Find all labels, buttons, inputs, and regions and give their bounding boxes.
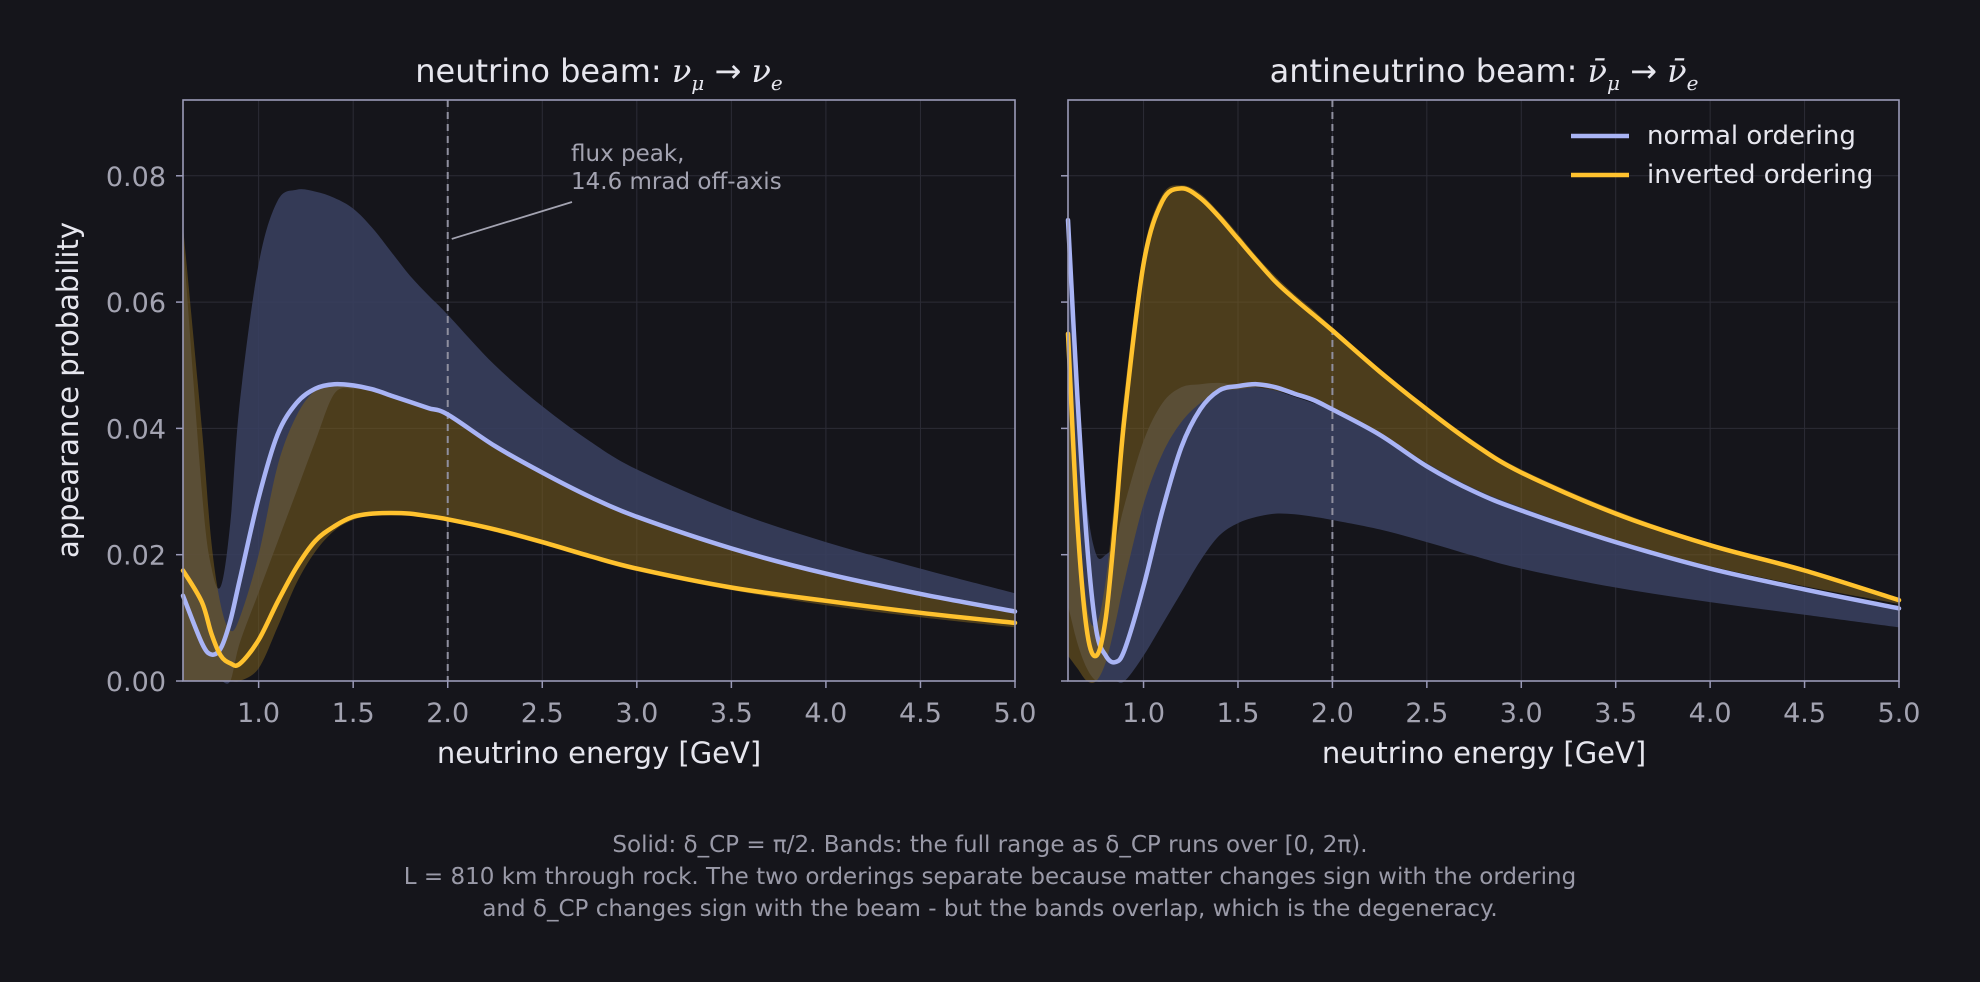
x-tick-label: 1.0	[237, 698, 280, 729]
y-tick-label: 0.00	[106, 667, 166, 698]
band-inverted-ordering	[1068, 185, 1899, 684]
y-tick-label: 0.08	[106, 162, 166, 193]
annotation-line-2: 14.6 mrad off-axis	[571, 169, 782, 195]
x-tick-label: 2.5	[521, 698, 564, 729]
x-tick-label: 2.5	[1405, 698, 1448, 729]
x-tick-label: 3.5	[710, 698, 753, 729]
series-antineutrino	[1065, 186, 1902, 665]
legend-label-normal: normal ordering	[1647, 121, 1856, 151]
y-tick-label: 0.04	[106, 414, 166, 445]
panel-title-neutrino: neutrino beam: νμ → νe	[415, 52, 783, 95]
line-normal-ordering	[1065, 217, 1902, 665]
x-tick-label: 4.0	[1689, 698, 1732, 729]
axes-frame-antineutrino	[1067, 99, 1900, 682]
x-tick-label: 4.5	[1783, 698, 1826, 729]
panel-neutrino: 1.0 1.5 2.0 2.5 3.0 3.5 4.0 4.5 5.0 0.00 0.02 0.04…	[51, 52, 1036, 770]
x-tick-label: 1.5	[1217, 698, 1260, 729]
y-tick-label: 0.02	[106, 541, 166, 572]
x-tick-label: 4.5	[899, 698, 942, 729]
y-ticks-antineutrino	[1061, 175, 1068, 682]
band-normal-ordering	[1068, 220, 1899, 683]
x-tick-label: 3.0	[615, 698, 658, 729]
legend-label-inverted: inverted ordering	[1647, 160, 1873, 190]
y-tick-label: 0.06	[106, 288, 166, 319]
x-axis-label-antineutrino: neutrino energy [GeV]	[1322, 736, 1646, 770]
line-normal-ordering	[180, 381, 1018, 657]
panel-antineutrino: 1.0 1.5 2.0 2.5 3.0 3.5 4.0 4.5 5.0 antineutrino…	[1061, 52, 1920, 770]
axes-frame-neutrino	[182, 99, 1016, 682]
x-tick-label: 5.0	[1878, 698, 1921, 729]
x-ticks-antineutrino: 1.0 1.5 2.0 2.5 3.0 3.5 4.0 4.5 5.0	[1122, 681, 1920, 729]
y-ticks-neutrino: 0.00 0.02 0.04 0.06 0.08	[106, 162, 183, 698]
x-tick-label: 3.0	[1500, 698, 1543, 729]
x-tick-label: 5.0	[994, 698, 1037, 729]
x-tick-label: 3.5	[1594, 698, 1637, 729]
legend: normal ordering inverted ordering	[1571, 121, 1873, 190]
series-neutrino	[180, 381, 1018, 669]
line-inverted-ordering	[1065, 186, 1902, 659]
x-tick-label: 2.0	[1311, 698, 1354, 729]
x-tick-label: 1.5	[332, 698, 375, 729]
caption-line-2: L = 810 km through rock. The two orderin…	[403, 864, 1577, 890]
caption-line-1: Solid: δ_CP = π/2. Bands: the full range…	[612, 832, 1368, 858]
x-axis-label-neutrino: neutrino energy [GeV]	[437, 736, 761, 770]
line-inverted-ordering	[180, 510, 1018, 669]
y-axis-label: appearance probability	[51, 222, 85, 558]
x-ticks-neutrino: 1.0 1.5 2.0 2.5 3.0 3.5 4.0 4.5 5.0	[237, 681, 1036, 729]
annotation-arrow	[451, 201, 573, 240]
bands-antineutrino	[1068, 185, 1899, 684]
x-tick-label: 1.0	[1122, 698, 1165, 729]
annotation-line-1: flux peak,	[571, 141, 684, 167]
band-normal-ordering	[183, 189, 1015, 684]
caption-line-3: and δ_CP changes sign with the beam - bu…	[482, 896, 1498, 922]
x-tick-label: 2.0	[426, 698, 469, 729]
x-tick-label: 4.0	[804, 698, 847, 729]
panel-title-antineutrino: antineutrino beam: ν̄μ → ν̄e	[1270, 52, 1699, 95]
